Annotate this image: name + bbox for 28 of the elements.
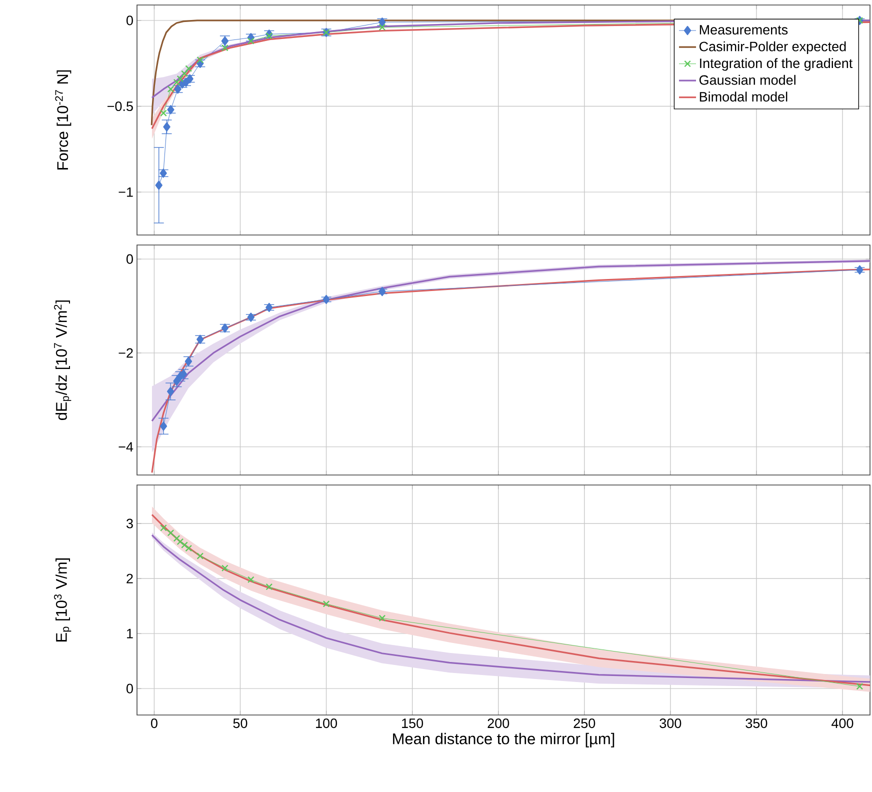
x-tick-label: 200 <box>488 718 510 728</box>
x-tick-label: 250 <box>574 718 596 728</box>
legend-label: Bimodal model <box>700 92 788 102</box>
legend-label: Gaussian model <box>699 74 796 85</box>
y-tick-label: 0 <box>126 254 133 264</box>
x-axis-title: Mean distance to the mirror [µm] <box>393 732 614 748</box>
y-tick-label: 1 <box>127 628 133 638</box>
y-tick-label: 0 <box>126 16 133 26</box>
y-axis-title: Force [10$^{-27}$ N] <box>55 70 72 170</box>
x-tick-label: 0 <box>150 718 158 728</box>
x-tick-label: 150 <box>402 718 424 728</box>
x-tick-label: 400 <box>832 718 854 728</box>
y-tick-label: 2 <box>126 574 133 584</box>
y-tick-label: −4 <box>118 442 134 452</box>
x-tick-label: 300 <box>660 718 682 728</box>
x-tick-label: 350 <box>746 718 768 728</box>
y-tick-label: 3 <box>126 518 133 528</box>
legend-label: Measurements <box>700 25 788 35</box>
y-axis-title: E$_{p}$ [10$^{3}$ V/m] <box>54 558 72 642</box>
y-tick-label: −1 <box>118 187 133 197</box>
x-tick-label: 100 <box>316 718 338 728</box>
x-tick-label: 50 <box>233 718 248 728</box>
legend-label: Casimir-Polder expected <box>700 41 846 54</box>
y-tick-label: −2 <box>118 348 133 358</box>
legend-label: Integration of the gradient <box>700 58 853 71</box>
y-tick-label: −0.5 <box>108 101 133 112</box>
y-tick-label: 0 <box>126 684 133 694</box>
y-axis-title: dE$_{p}$/dz [10$^{7}$ V/m$^{2}$] <box>54 300 72 420</box>
